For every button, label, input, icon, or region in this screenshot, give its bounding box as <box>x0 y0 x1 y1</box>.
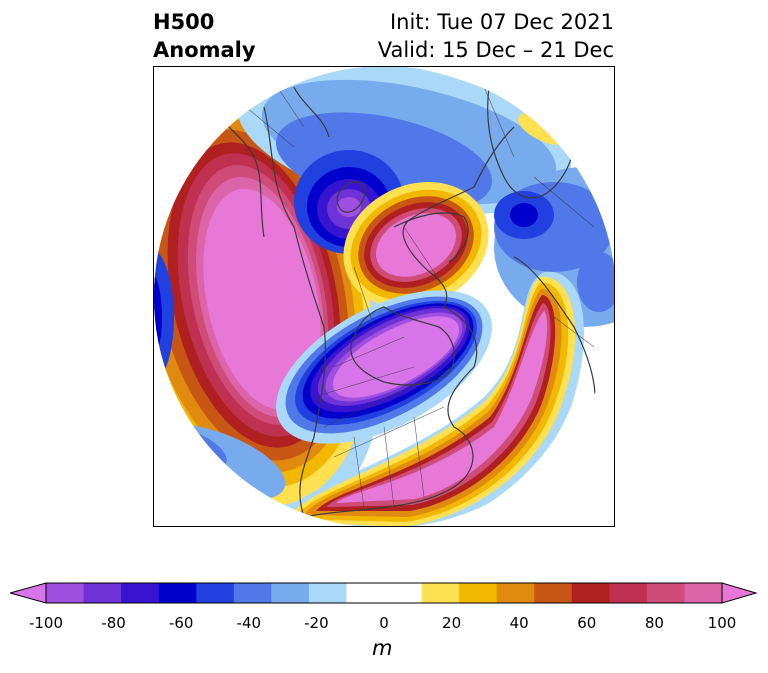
colorbar-segment <box>233 583 272 603</box>
colorbar-segment <box>158 583 197 603</box>
colorbar-segment <box>83 583 122 603</box>
colorbar-tick-label: 100 <box>707 614 737 632</box>
anomaly-trough-west-edge <box>154 247 174 387</box>
colorbar-segment <box>646 583 685 603</box>
colorbar-tick-label: 40 <box>509 614 529 632</box>
valid-range: Valid: 15 Dec – 21 Dec <box>377 38 614 62</box>
colorbar-segment <box>684 583 723 603</box>
anomaly-trough-canada <box>276 290 492 444</box>
colorbar <box>10 582 758 604</box>
colorbar-tick-label: 80 <box>644 614 664 632</box>
colorbar-segment <box>46 583 85 603</box>
map-panel <box>153 66 615 527</box>
colorbar-segment <box>609 583 648 603</box>
colorbar-segment <box>308 583 347 603</box>
colorbar-segment <box>571 583 610 603</box>
colorbar-segment <box>496 583 535 603</box>
colorbar-tick-label: 20 <box>442 614 462 632</box>
colorbar-tick-label: -40 <box>236 614 262 632</box>
title-variable-line1: H500 <box>153 10 215 34</box>
colorbar-outline <box>45 582 723 604</box>
colorbar-tick-label: 60 <box>577 614 597 632</box>
title-variable: H500 Anomaly <box>153 8 256 64</box>
init-date: Init: Tue 07 Dec 2021 <box>389 10 614 34</box>
colorbar-tick-label: -60 <box>168 614 194 632</box>
anomaly-map <box>154 67 614 526</box>
colorbar-segment <box>421 583 460 603</box>
anomaly-ridge-atlantic <box>274 271 584 526</box>
colorbar-segment <box>534 583 573 603</box>
colorbar-segment <box>346 583 385 603</box>
colorbar-extend-min <box>10 582 47 604</box>
colorbar-tick-label: 0 <box>379 614 389 632</box>
colorbar-tick-label: -80 <box>101 614 126 632</box>
colorbar-tick-label: -100 <box>28 614 64 632</box>
colorbar-segment <box>384 583 423 603</box>
coastlines <box>213 86 596 518</box>
title-dates: Init: Tue 07 Dec 2021 Valid: 15 Dec – 21… <box>378 8 614 64</box>
colorbar-segment <box>196 583 235 603</box>
colorbar-segment <box>459 583 498 603</box>
title-variable-line2: Anomaly <box>153 38 256 62</box>
colorbar-segment <box>121 583 160 603</box>
colorbar-segment <box>271 583 310 603</box>
colorbar-tick-label: -20 <box>304 614 329 632</box>
colorbar-unit-label: m <box>372 636 393 660</box>
colorbar-extend-max <box>721 582 758 604</box>
